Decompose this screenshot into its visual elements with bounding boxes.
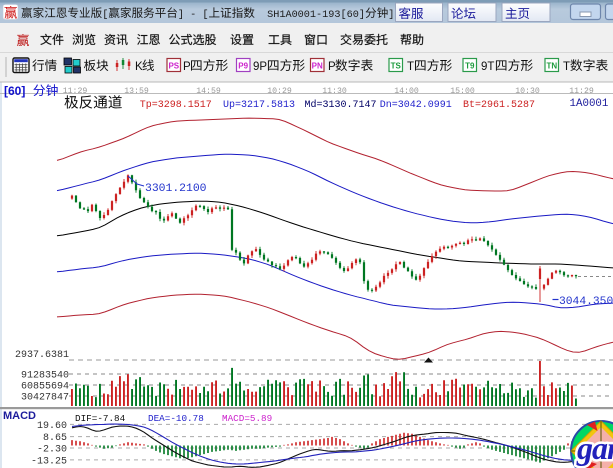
svg-text:3044.350: 3044.350 — [559, 296, 613, 308]
svg-text:PS: PS — [168, 62, 179, 71]
svg-text:3301.2100: 3301.2100 — [145, 183, 207, 195]
svg-text:9P: 9P — [253, 61, 267, 73]
svg-text:19.60: 19.60 — [37, 421, 67, 432]
svg-text:11:29: 11:29 — [569, 87, 594, 96]
svg-text:Up=3217.5813: Up=3217.5813 — [223, 100, 295, 111]
svg-text:15:00: 15:00 — [450, 87, 475, 96]
svg-text:K: K — [135, 61, 143, 73]
svg-text:PN: PN — [312, 62, 323, 71]
svg-text:P9: P9 — [238, 62, 248, 71]
svg-text:]: ] — [388, 9, 394, 21]
svg-text:TN: TN — [546, 62, 557, 71]
svg-text:] - [: ] - [ — [178, 9, 209, 21]
svg-text:30427847: 30427847 — [21, 393, 69, 404]
svg-text:T9: T9 — [465, 62, 475, 71]
svg-text:8.65: 8.65 — [43, 433, 67, 444]
svg-text:14:00: 14:00 — [394, 87, 419, 96]
svg-text:MACD=5.89: MACD=5.89 — [222, 413, 272, 424]
svg-text:TS: TS — [391, 62, 402, 71]
svg-text:gan: gan — [576, 430, 613, 466]
svg-text:DEA=-10.78: DEA=-10.78 — [148, 413, 204, 424]
svg-text:13:59: 13:59 — [124, 87, 149, 96]
svg-text:P: P — [328, 61, 336, 73]
svg-text:Bt=2961.5287: Bt=2961.5287 — [463, 100, 535, 111]
svg-text:-2.30: -2.30 — [37, 445, 67, 456]
svg-text:10:29: 10:29 — [267, 87, 292, 96]
svg-text:P: P — [183, 61, 191, 73]
svg-text:T: T — [407, 61, 414, 73]
svg-text:9T: 9T — [481, 61, 494, 73]
svg-text:10:30: 10:30 — [515, 87, 540, 96]
svg-text:11:30: 11:30 — [322, 87, 347, 96]
svg-text:-13.25: -13.25 — [31, 456, 67, 467]
svg-text:60855694: 60855694 — [21, 382, 69, 393]
svg-text:DIF=-7.84: DIF=-7.84 — [75, 413, 126, 424]
svg-text:2937.6381: 2937.6381 — [15, 350, 69, 361]
svg-text:91283540: 91283540 — [21, 371, 69, 382]
svg-text:MACD: MACD — [3, 410, 36, 422]
svg-text:1A0001: 1A0001 — [570, 98, 609, 110]
svg-text:gan: gan — [576, 430, 613, 466]
svg-text:[: [ — [102, 9, 108, 21]
svg-text:T: T — [563, 61, 570, 73]
svg-text:Md=3130.7147: Md=3130.7147 — [305, 99, 377, 111]
svg-text:Dn=3042.0991: Dn=3042.0991 — [380, 100, 452, 111]
svg-text:Tp=3298.1517: Tp=3298.1517 — [140, 100, 212, 111]
svg-text:11:29: 11:29 — [63, 87, 88, 96]
svg-text:SH1A0001-193[60]: SH1A0001-193[60] — [255, 9, 365, 21]
svg-text:[60]: [60] — [4, 84, 25, 98]
svg-text:14:59: 14:59 — [196, 87, 221, 96]
